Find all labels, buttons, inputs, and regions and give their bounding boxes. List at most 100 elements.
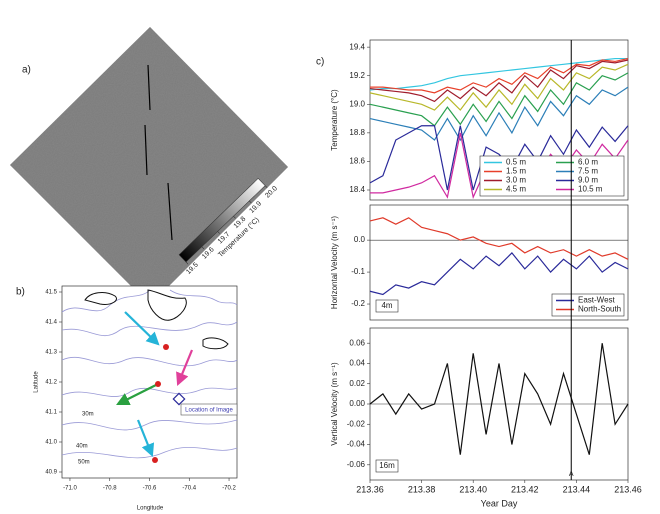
legend-label: 4.5 m [506,185,526,194]
y-tick-label: 0.0 [354,235,366,244]
y-tick-label: -0.04 [347,440,366,449]
station [163,344,169,350]
transect [167,182,173,241]
panel-label: a) [22,65,31,76]
colorbar-tick [264,185,268,188]
y-tick-label: 0.04 [349,359,365,368]
legend-box [551,293,625,317]
thermal-image [10,27,288,305]
colorbar-tick [233,215,236,219]
note: 16m [379,461,395,470]
contour-label: 30m [82,412,94,418]
note-box [375,299,399,313]
map-y-tick-label: 41.4 [45,320,57,326]
map-x-tick-label: -70.8 [103,486,117,492]
y-axis-label: Horizontal Velocity (m s⁻¹) [330,216,339,309]
arrow [136,419,155,458]
series-line [369,59,629,103]
transects [144,64,173,241]
callout: Location of Image [185,408,233,414]
series-line [369,57,628,91]
y-axis-label: Temperature (°C) [330,89,339,151]
map-y-tick-label: 41.3 [45,350,57,356]
y-tick-label: -0.02 [347,419,366,428]
legend-label: 1.5 m [506,167,526,176]
y-tick-label: 18.4 [349,185,365,194]
y-tick-label: 19.0 [349,99,365,108]
y-tick-label: 18.6 [349,157,365,166]
map-y-tick-label: 40.9 [45,470,57,476]
x-tick-label: 213.36 [356,484,384,494]
series-line [369,217,629,260]
map-x-tick-label: -70.4 [182,486,196,492]
y-tick-label: 0.00 [349,399,365,408]
note-box [375,459,399,473]
y-axis-label: Vertical Velocity (m s⁻¹) [330,362,339,446]
marker-label: A [569,471,574,478]
x-tick-label: 213.38 [408,484,436,494]
contour-label: 50m [78,460,90,466]
y-tick-label: 0.02 [349,379,365,388]
arrow [124,311,160,346]
x-tick-label: 213.40 [459,484,487,494]
legend-label: 9.0 m [578,176,598,185]
colorbar-tick [217,231,220,234]
series-line [369,72,629,127]
map-x-tick-label: -70.6 [143,486,157,492]
map-ylabel: Latitude [34,371,40,393]
y-tick-label: -0.06 [347,460,366,469]
x-tick-label: 213.42 [511,484,539,494]
series-line [369,343,629,455]
station [152,457,158,463]
map-y-tick-label: 41.1 [45,410,57,416]
map-y-tick-label: 41.0 [45,440,57,446]
map-x-tick-label: -71.0 [63,486,77,492]
map: Location of Image 30m 40m 50m Latitude L… [34,285,238,512]
series-line [369,63,629,111]
legend-box [479,155,625,197]
coastline [84,289,229,350]
legend-label: 3.0 m [506,176,526,185]
series-line [369,86,629,142]
panel-label: b) [16,287,25,298]
plot-frame [369,204,629,321]
note: 4m [381,301,392,310]
callout-box [180,403,238,416]
transect [147,64,151,111]
transect [144,124,148,176]
arrow [116,384,157,405]
map-y-tick-label: 41.2 [45,380,57,386]
colorbar-bar [178,178,266,263]
series-line [370,57,629,94]
map-xlabel: Longitude [137,506,164,512]
contour-label: 40m [76,444,88,450]
series-line [369,125,629,191]
legend-label: North-South [578,305,621,314]
arrows [116,311,194,458]
legend-label: 6.0 m [578,158,598,167]
legend-label: East-West [578,296,616,305]
y-tick-label: -0.1 [351,267,365,276]
x-tick-label: 213.46 [614,484,642,494]
legend-label: 7.5 m [578,167,598,176]
legend-label: 10.5 m [578,185,603,194]
arrow [176,349,194,387]
colorbar-tick [201,246,205,250]
series-line [369,252,629,296]
legend-label: 0.5 m [506,158,526,167]
image-location [172,392,186,406]
bathymetry [61,289,238,459]
colorbar-tick [185,261,189,265]
x-axis-label: Year Day [481,498,518,508]
y-tick-label: 19.4 [349,42,365,51]
y-tick-label: 0.06 [349,338,365,347]
x-tick-label: 213.44 [563,484,591,494]
y-tick-label: 19.2 [349,71,365,80]
y-tick-label: -0.2 [351,299,365,308]
panel-label: c) [316,57,324,68]
map-x-tick-label: -70.2 [222,486,236,492]
plot-frame [369,39,629,201]
station [155,381,161,387]
